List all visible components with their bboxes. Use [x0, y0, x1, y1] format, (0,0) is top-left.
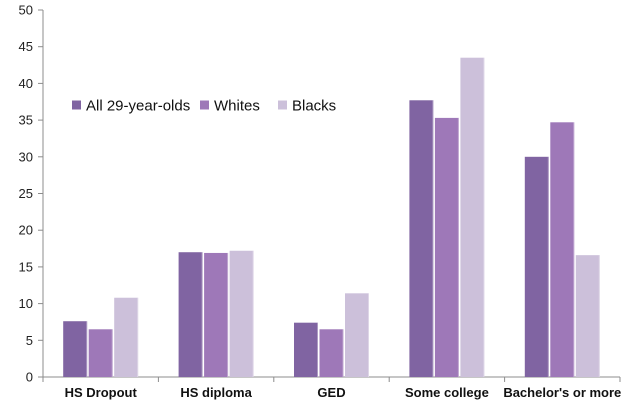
bar-blacks-bachelor-s-or-more: [575, 255, 600, 377]
legend-swatch: [200, 100, 209, 110]
y-tick-label: 15: [19, 259, 33, 274]
legend-label: Whites: [214, 98, 260, 115]
legend-swatch: [278, 100, 287, 110]
bar-all-29-year-olds-some-college: [409, 100, 434, 378]
bar-whites-hs-diploma: [204, 252, 229, 377]
bar-blacks-hs-dropout: [114, 297, 139, 377]
y-tick-label: 30: [19, 149, 33, 164]
bar-blacks-ged: [345, 293, 369, 377]
legend: All 29-year-olds Whites Blacks: [72, 98, 336, 115]
y-tick-label: 20: [19, 223, 33, 238]
y-tick-label: 45: [19, 39, 33, 54]
axes: 0 5 10 15 20 25 30 35 40 45 50 HS Dropout HS diploma…: [19, 3, 622, 401]
y-tick-label: 35: [19, 113, 33, 128]
bar-blacks-some-college: [460, 57, 485, 378]
x-tick-label: Bachelor's or more: [503, 385, 621, 400]
x-tick-label: HS diploma: [180, 385, 252, 400]
x-tick-label: HS Dropout: [65, 385, 138, 400]
legend-swatch: [72, 100, 81, 110]
y-tick-label: 40: [19, 76, 33, 91]
y-tick-label: 25: [19, 186, 33, 201]
x-tick-label: GED: [317, 385, 345, 400]
y-tick-label: 5: [26, 333, 33, 348]
bar-all-29-year-olds-hs-diploma: [178, 252, 203, 377]
bar-whites-bachelor-s-or-more: [550, 122, 575, 377]
bar-all-29-year-olds-bachelor-s-or-more: [524, 156, 549, 377]
y-tick-label: 0: [26, 370, 33, 385]
y-tick-label: 50: [19, 3, 33, 18]
bar-all-29-year-olds-ged: [294, 322, 318, 377]
y-tick-label: 10: [19, 296, 33, 311]
bars: [63, 57, 600, 378]
bar-blacks-hs-diploma: [229, 250, 254, 377]
bar-whites-ged: [319, 329, 344, 377]
legend-label: Blacks: [292, 98, 336, 115]
bar-whites-some-college: [434, 117, 459, 377]
bar-all-29-year-olds-hs-dropout: [63, 321, 88, 377]
x-tick-label: Some college: [405, 385, 489, 400]
legend-label: All 29-year-olds: [86, 98, 190, 115]
bar-whites-hs-dropout: [88, 329, 113, 377]
